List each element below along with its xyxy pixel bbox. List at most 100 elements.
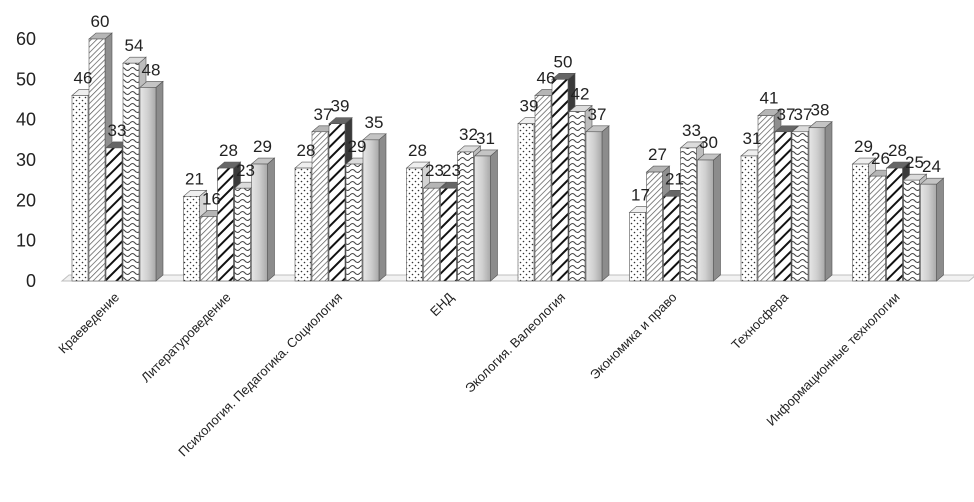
bar-front	[105, 147, 123, 282]
data-label: 29	[253, 137, 272, 156]
x-tick-label: ЕНД	[427, 289, 457, 319]
x-tick-label: Техносфера	[728, 289, 791, 352]
bar-front	[886, 167, 903, 282]
data-label: 39	[331, 97, 350, 116]
bar-side	[267, 157, 275, 282]
data-label: 48	[142, 60, 161, 79]
bar-front	[311, 131, 329, 282]
data-label: 23	[425, 161, 444, 180]
data-label: 21	[665, 169, 684, 188]
data-label: 60	[91, 12, 110, 31]
data-label: 30	[699, 133, 718, 152]
data-label: 16	[202, 189, 221, 208]
bar-front	[551, 79, 569, 282]
bar	[808, 121, 833, 282]
bar	[919, 177, 945, 282]
data-label: 42	[571, 85, 590, 104]
bar-front	[517, 123, 535, 282]
data-label: 26	[871, 149, 890, 168]
bar-front	[663, 196, 680, 282]
bar	[362, 133, 387, 282]
bars	[71, 32, 945, 282]
x-axis: Краеведение ЛитературоведениеПсихология. …	[55, 289, 902, 459]
y-tick-label: 0	[26, 271, 36, 291]
bar-front	[697, 159, 714, 282]
data-label: 28	[408, 141, 427, 160]
bar	[250, 157, 276, 282]
data-label: 17	[631, 185, 650, 204]
bar-front	[122, 62, 140, 282]
bar-front	[406, 167, 423, 282]
data-label: 28	[297, 141, 316, 160]
data-label: 46	[74, 68, 93, 87]
bar-front	[680, 147, 697, 282]
bar-front	[139, 87, 157, 282]
bar-side	[824, 121, 833, 282]
bar-front	[740, 155, 758, 282]
data-label: 33	[108, 121, 127, 140]
data-label: 37	[588, 105, 607, 124]
data-label: 32	[459, 125, 478, 144]
data-label: 27	[648, 145, 667, 164]
y-tick-label: 20	[16, 190, 36, 210]
data-label: 41	[760, 89, 779, 108]
data-label: 24	[922, 157, 941, 176]
data-label: 37	[794, 105, 813, 124]
x-tick-label: Информационные технологии	[763, 290, 902, 429]
data-label: 37	[777, 105, 796, 124]
x-tick-label: Литературоведение	[138, 290, 234, 386]
data-label: 21	[185, 169, 204, 188]
data-label: 33	[682, 121, 701, 140]
bar-front	[903, 179, 920, 282]
bar-front	[88, 38, 106, 282]
bar-front	[71, 95, 89, 282]
bar-side	[490, 149, 498, 282]
data-label: 23	[442, 161, 461, 180]
bar-front	[440, 187, 457, 282]
bar	[473, 149, 499, 282]
bar-front	[808, 127, 826, 282]
bar-side	[378, 133, 387, 282]
bar-front	[568, 111, 586, 282]
x-tick-label: Экология. Валеология	[462, 290, 568, 396]
bar-front	[328, 123, 346, 282]
data-label: 46	[537, 68, 556, 87]
bar	[139, 80, 164, 282]
bar	[696, 153, 722, 282]
bar-front	[474, 155, 491, 282]
data-label: 25	[905, 153, 924, 172]
data-label: 50	[554, 52, 573, 71]
data-label: 39	[520, 97, 539, 116]
bar-front	[251, 163, 268, 282]
bar-front	[774, 131, 792, 282]
bar-front	[200, 216, 217, 282]
bar-front	[362, 139, 380, 282]
bar-front	[646, 171, 663, 282]
y-tick-label: 10	[16, 231, 36, 251]
data-label: 29	[854, 137, 873, 156]
bar-front	[234, 187, 251, 282]
data-label: 29	[348, 137, 367, 156]
y-tick-label: 40	[16, 110, 36, 130]
x-tick-label: Краеведение	[55, 290, 122, 357]
y-tick-label: 50	[16, 69, 36, 89]
bar-front	[423, 187, 440, 282]
data-label: 54	[125, 36, 144, 55]
bar-front	[183, 196, 200, 282]
bar-front	[869, 175, 886, 282]
data-label: 37	[314, 105, 333, 124]
data-label: 28	[888, 141, 907, 160]
bar-front	[585, 131, 603, 282]
bar-front	[457, 151, 474, 282]
bar-front	[852, 163, 869, 282]
bar-front	[534, 95, 552, 282]
bar-side	[601, 125, 610, 282]
y-tick-label: 30	[16, 150, 36, 170]
x-tick-label: Экономика и право	[587, 290, 680, 383]
data-label: 35	[365, 113, 384, 132]
bar-side	[713, 153, 721, 282]
bar-front	[629, 212, 646, 282]
data-label: 28	[219, 141, 238, 160]
bar-front	[791, 131, 809, 282]
bar-front	[920, 183, 937, 282]
